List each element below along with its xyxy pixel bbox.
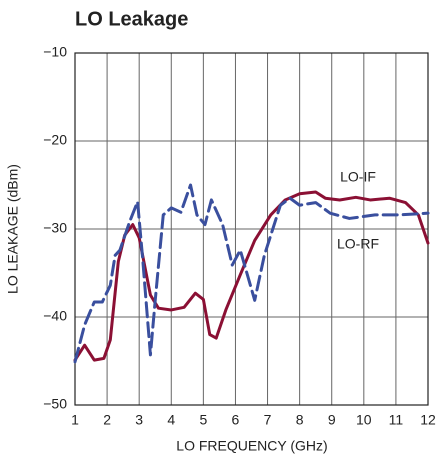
y-tick-label: −50 xyxy=(43,396,67,412)
series-label: LO-RF xyxy=(337,236,379,252)
x-tick-label: 8 xyxy=(296,412,304,428)
x-tick-label: 2 xyxy=(103,412,111,428)
x-tick-label: 10 xyxy=(356,412,372,428)
x-tick-label: 11 xyxy=(389,412,404,428)
y-tick-label: −30 xyxy=(43,220,67,236)
x-tick-label: 3 xyxy=(135,412,143,428)
y-tick-label: −10 xyxy=(43,44,67,60)
y-axis-label: LO LEAKAGE (dBm) xyxy=(5,164,21,294)
x-tick-label: 12 xyxy=(420,412,436,428)
x-tick-label: 4 xyxy=(167,412,175,428)
x-tick-label: 1 xyxy=(71,412,79,428)
y-tick-label: −40 xyxy=(43,308,67,324)
plot-frame xyxy=(74,52,429,406)
x-axis-label: LO FREQUENCY (GHz) xyxy=(176,438,327,454)
x-tick-label: 5 xyxy=(199,412,207,428)
x-tick-label: 7 xyxy=(264,412,272,428)
chart-title: LO Leakage xyxy=(75,8,188,30)
y-tick-label: −20 xyxy=(43,132,67,148)
line xyxy=(73,190,430,362)
x-tick-label: 6 xyxy=(232,412,240,428)
x-tick-label: 9 xyxy=(328,412,336,428)
line xyxy=(73,183,430,364)
series-label: LO-IF xyxy=(340,169,376,185)
